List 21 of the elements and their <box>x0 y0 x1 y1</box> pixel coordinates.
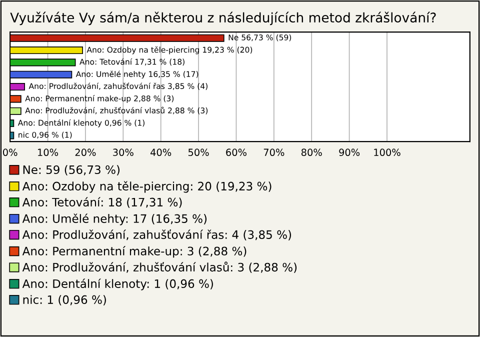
x-tick-label: 80% <box>301 148 322 156</box>
x-tick-label: 90% <box>339 148 360 156</box>
chart-title: Využíváte Vy sám/a některou z následujících metod zkrášlování? <box>10 12 436 26</box>
legend-label: Ano: Ozdoby na těle-piercing: 20 (19,23 %) <box>22 181 272 193</box>
x-tick-label: 100% <box>374 148 400 156</box>
legend-label: Ne: 59 (56,73 %) <box>23 165 120 176</box>
x-tick-label: 40% <box>150 148 172 156</box>
legend-label: Ano: Umělé nehty: 17 (16,35 %) <box>22 214 207 226</box>
legend-label: Ano: Dentální klenoty: 1 (0,96 %) <box>22 278 213 290</box>
x-tick-label: 70% <box>264 148 284 156</box>
legend-label: Ano: Tetování: 18 (17,31 %) <box>22 197 182 208</box>
x-tick-label: 0% <box>3 148 18 156</box>
legend-label: Ano: Prodlužování, zhušťování vlasů: 3 (2,88 %) <box>22 262 297 273</box>
x-tick-label: 20% <box>75 148 96 156</box>
x-tick-label: 30% <box>113 148 134 156</box>
x-tick-label: 60% <box>226 148 246 156</box>
legend-label: Ano: Prodlužování, zahušťování řas: 4 (3,85 %) <box>22 229 292 240</box>
legend-label: Ano: Permanentní make-up: 3 (2,88 %) <box>22 246 246 258</box>
legend-label: nic: 1 (0,96 %) <box>23 295 106 306</box>
x-tick-label: 10% <box>38 148 58 156</box>
x-tick-label: 50% <box>188 148 209 156</box>
